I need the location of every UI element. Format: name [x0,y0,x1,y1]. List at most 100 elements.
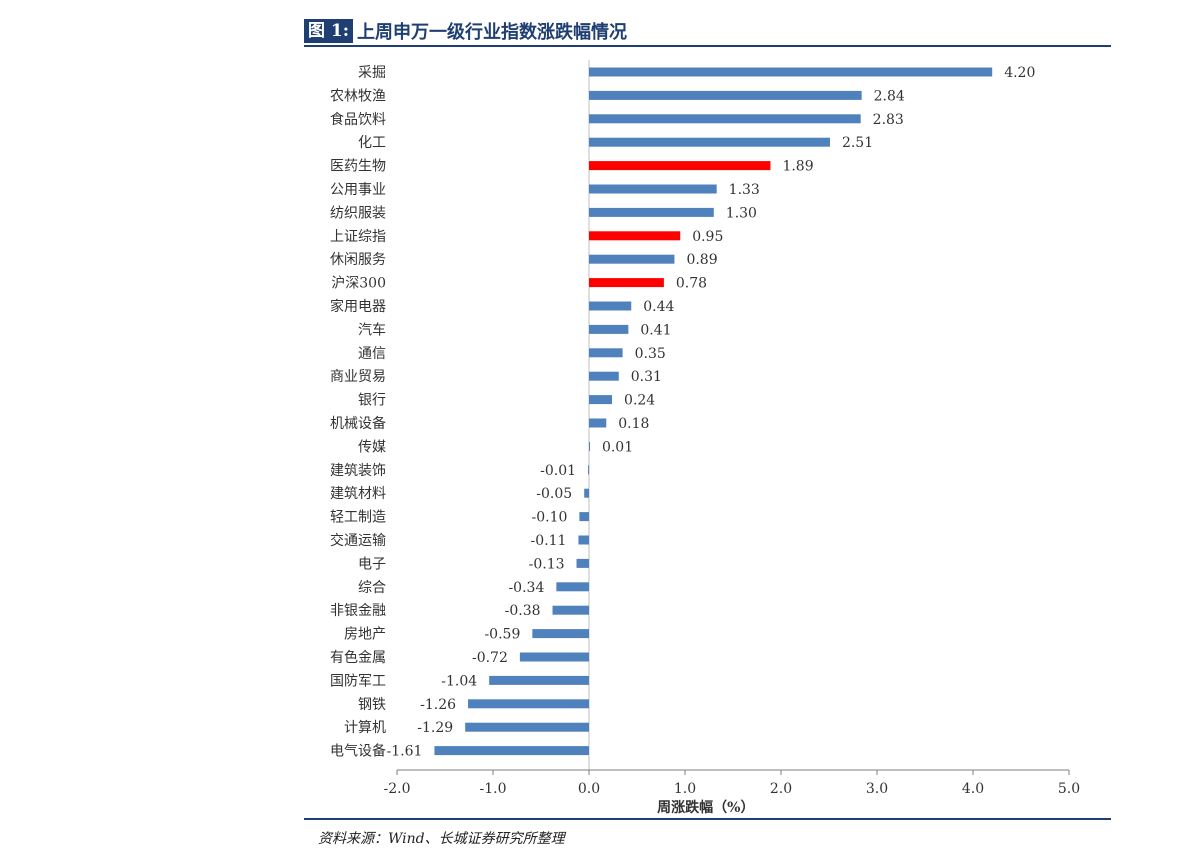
bar [576,558,589,568]
category-label: 通信 [358,346,386,362]
x-tick-label: 3.0 [866,781,888,797]
bar [556,582,589,592]
category-label: 房地产 [344,627,386,643]
value-label: -1.29 [417,720,453,736]
bar [589,395,613,405]
footer-rule [304,818,1111,820]
figure-label: 图 1: [304,19,354,43]
category-label: 综合 [358,580,386,596]
value-label: 0.01 [602,439,633,455]
value-label: 0.18 [618,416,649,432]
category-label: 建筑材料 [330,486,386,502]
value-label: 1.89 [782,159,813,175]
bar [552,605,589,615]
bar [589,184,717,194]
category-label: 机械设备 [330,415,386,432]
category-label: 建筑装饰 [330,463,386,479]
x-tick-label: -1.0 [480,781,507,797]
value-label: 0.31 [631,369,662,385]
category-label: 轻工制造 [330,510,386,526]
bar [589,114,861,124]
category-label: 沪深300 [331,276,386,292]
bar [519,652,589,662]
bar [589,67,993,77]
bar [589,207,714,217]
bar [489,675,589,685]
value-label: -1.61 [387,744,423,760]
source-note: 资料来源：Wind、长城证券研究所整理 [318,831,565,847]
bar [465,722,589,732]
value-label: 4.20 [1004,65,1035,81]
value-label: 0.24 [624,393,655,409]
category-label: 上证综指 [330,229,386,245]
value-label: 0.89 [686,252,717,268]
category-label: 电气设备 [330,743,386,760]
category-label: 交通运输 [330,532,386,549]
category-label: 电子 [358,556,386,572]
value-label: 0.44 [643,299,674,315]
category-label: 非银金融 [330,603,386,619]
bar [589,301,632,311]
title-rule [304,45,1111,47]
value-label: 0.35 [635,346,666,362]
bar [589,418,607,428]
bar [589,324,629,334]
category-label: 采掘 [358,65,386,81]
category-label: 农林牧渔 [330,88,386,104]
x-tick-label: 5.0 [1058,781,1080,797]
value-label: 2.83 [873,112,904,128]
value-label: -0.59 [484,627,520,643]
value-label: -1.04 [441,673,477,689]
value-label: 1.30 [726,205,757,221]
value-label: -0.34 [508,580,544,596]
x-tick-label: 0.0 [578,781,600,797]
value-label: -0.72 [472,650,508,666]
category-label: 银行 [358,393,386,409]
x-tick-label: 1.0 [674,781,696,797]
category-label: 休闲服务 [330,252,386,268]
figure-title-row: 图 1: 上周申万一级行业指数涨跌幅情况 [304,18,627,44]
x-tick-label: 4.0 [962,781,984,797]
x-axis-title: 周涨跌幅（%） [657,799,754,816]
bar [434,746,589,756]
category-label: 化工 [358,135,386,151]
value-label: 2.84 [874,88,905,104]
bar [589,137,830,147]
value-label: -0.10 [531,510,567,526]
bar [589,161,771,171]
bar [578,535,589,545]
value-label: 0.78 [676,276,707,292]
bar [589,278,664,288]
value-label: -0.01 [540,463,576,479]
category-label: 公用事业 [330,182,386,198]
category-label: 传媒 [358,439,386,455]
x-tick-label: 2.0 [770,781,792,797]
category-label: 商业贸易 [330,369,386,385]
category-label: 家用电器 [330,298,386,315]
category-label: 有色金属 [330,649,386,666]
x-tick-label: -2.0 [384,781,411,797]
bar [579,512,589,522]
bar [588,465,590,475]
category-label: 国防军工 [330,673,386,689]
bar [589,231,681,241]
value-label: -0.13 [529,556,565,572]
category-label: 计算机 [344,720,386,736]
value-label: -0.05 [536,486,572,502]
value-label: 0.41 [640,322,671,338]
bar [584,488,589,498]
category-label: 纺织服装 [330,205,386,221]
category-label: 食品饮料 [330,111,386,128]
value-label: 1.33 [729,182,760,198]
bar [589,254,675,264]
category-label: 钢铁 [358,697,386,713]
bar [589,371,619,381]
value-label: -0.38 [505,603,541,619]
category-label: 医药生物 [330,159,386,175]
value-label: 0.95 [692,229,723,245]
value-label: 2.51 [842,135,873,151]
value-label: -1.26 [420,697,456,713]
bar [589,348,623,358]
bar [589,441,590,451]
